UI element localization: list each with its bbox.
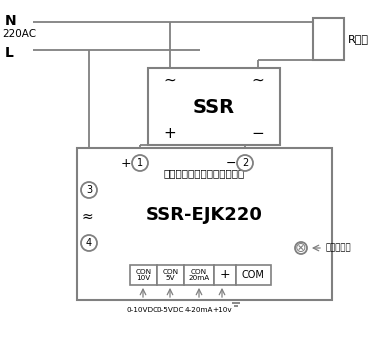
Text: 智能单相移相固态触发器模块: 智能单相移相固态触发器模块	[163, 168, 245, 178]
Text: 0-10VDC: 0-10VDC	[127, 307, 159, 313]
Bar	[77, 148, 332, 300]
Circle shape	[132, 155, 148, 171]
Bar	[184, 265, 214, 285]
Text: +: +	[220, 269, 230, 281]
Text: 1: 1	[137, 158, 143, 168]
Text: +: +	[164, 126, 176, 141]
Bar	[313, 18, 344, 60]
Text: R负载: R负载	[348, 34, 369, 44]
Bar	[148, 68, 280, 145]
Text: ~: ~	[252, 73, 264, 87]
Bar	[130, 265, 157, 285]
Text: CON
5V: CON 5V	[162, 269, 179, 281]
Text: ≈: ≈	[81, 210, 93, 224]
Bar	[214, 265, 236, 285]
Text: CON
10V: CON 10V	[135, 269, 152, 281]
Circle shape	[237, 155, 253, 171]
Text: +10v: +10v	[212, 307, 232, 313]
Bar	[236, 265, 271, 285]
Bar	[157, 265, 184, 285]
Text: N: N	[5, 14, 17, 28]
Text: 3: 3	[86, 185, 92, 195]
Text: SSR-EJK220: SSR-EJK220	[146, 206, 263, 224]
Text: 220AC: 220AC	[2, 29, 36, 39]
Circle shape	[295, 242, 307, 254]
Text: CON
20mA: CON 20mA	[188, 269, 210, 281]
Text: 4-20mA: 4-20mA	[185, 307, 213, 313]
Text: ~: ~	[164, 73, 176, 87]
Text: +: +	[121, 156, 131, 169]
Text: ⊗: ⊗	[295, 241, 307, 255]
Circle shape	[81, 182, 97, 198]
Circle shape	[81, 235, 97, 251]
Text: 工作指示灯: 工作指示灯	[326, 244, 352, 253]
Text: COM: COM	[242, 270, 264, 280]
Text: 4: 4	[86, 238, 92, 248]
Text: 0-5VDC: 0-5VDC	[156, 307, 184, 313]
Text: −: −	[252, 126, 264, 141]
Text: 2: 2	[242, 158, 248, 168]
Text: SSR: SSR	[193, 98, 235, 117]
Text: L: L	[5, 46, 14, 60]
Text: −: −	[226, 156, 236, 169]
